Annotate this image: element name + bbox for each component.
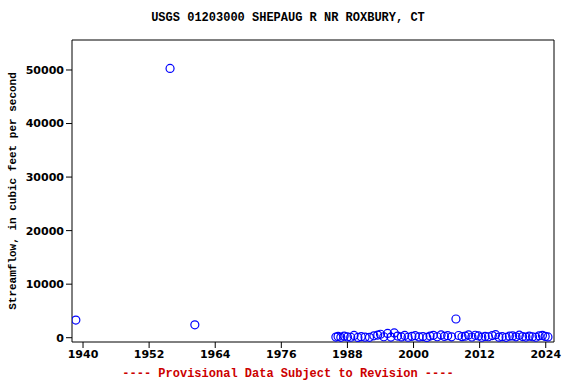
svg-text:2024: 2024: [530, 348, 561, 361]
html-text:---- Provisional Data Subject: ---- Provisional Data Subject to Revisio…: [122, 367, 454, 381]
svg-text:1952: 1952: [134, 348, 165, 361]
svg-text:1976: 1976: [266, 348, 297, 361]
svg-text:10000: 10000: [26, 278, 65, 291]
svg-text:0: 0: [56, 332, 64, 345]
svg-text:40000: 40000: [26, 117, 65, 130]
svg-text:30000: 30000: [26, 171, 65, 184]
svg-text:50000: 50000: [26, 64, 65, 77]
svg-text:1988: 1988: [332, 348, 363, 361]
svg-text:1940: 1940: [68, 348, 99, 361]
svg-text:20000: 20000: [26, 225, 65, 238]
svg-text:2000: 2000: [398, 348, 429, 361]
svg-text:2012: 2012: [464, 348, 495, 361]
html-text:USGS 01203000 SHEPAUG R NR ROX: USGS 01203000 SHEPAUG R NR ROXBURY, CT: [151, 11, 425, 25]
svg-text:1964: 1964: [200, 348, 231, 361]
svg-text:Streamflow, in cubic feet per: Streamflow, in cubic feet per second: [8, 72, 19, 310]
